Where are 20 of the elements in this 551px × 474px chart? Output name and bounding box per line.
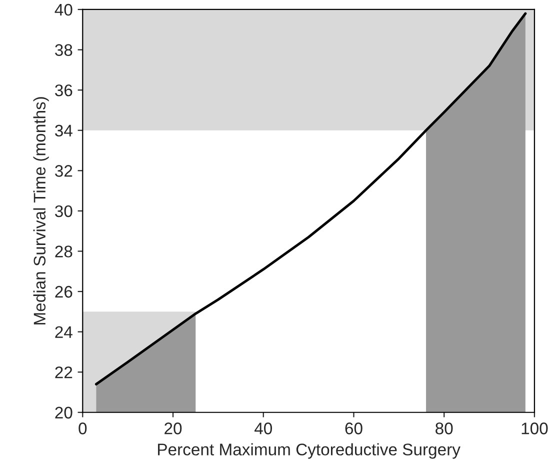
line-series [94,12,527,386]
y-tick-label: 24 [55,326,72,338]
x-tick-label: 40 [254,422,272,434]
x-tick-label: 100 [522,422,548,434]
y-tick-label: 22 [55,366,72,378]
x-axis-title: Percent Maximum Cytoreductive Surgery [158,443,460,459]
x-tick-label: 60 [345,422,362,434]
y-tick-label: 38 [55,44,72,56]
x-tick-label: 20 [164,422,182,434]
y-tick-label: 40 [54,4,72,16]
y-tick-label: 28 [55,246,72,258]
x-tick-label: 80 [436,422,453,434]
y-tick-label: 30 [55,205,72,218]
y-tick-label: 20 [55,406,72,419]
y-tick-label: 36 [55,84,72,96]
y-tick-label: 26 [55,286,72,298]
y-tick-label: 34 [55,124,72,137]
x-tick-label: 0 [78,422,87,434]
y-axis-title: Median Survival Time (months) [33,97,49,324]
y-tick-label: 32 [55,165,72,177]
